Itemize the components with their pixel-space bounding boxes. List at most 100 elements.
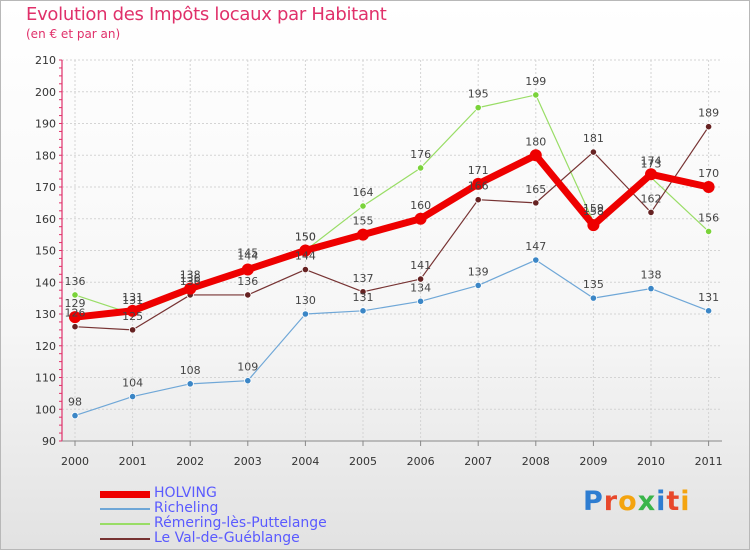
data-label: 199 bbox=[525, 75, 546, 88]
data-label: 138 bbox=[641, 269, 662, 282]
logo-letter: i bbox=[656, 486, 667, 517]
series-line-0 bbox=[71, 151, 713, 321]
data-point bbox=[357, 228, 369, 241]
x-tick-label: 2011 bbox=[695, 455, 723, 468]
data-point bbox=[184, 282, 197, 295]
data-label: 164 bbox=[353, 186, 374, 199]
data-label: 173 bbox=[641, 157, 662, 170]
data-point bbox=[472, 177, 485, 190]
x-tick-label: 2003 bbox=[234, 455, 262, 468]
data-label: 165 bbox=[525, 183, 546, 196]
data-label: 159 bbox=[583, 202, 604, 215]
data-point bbox=[589, 148, 598, 156]
y-tick-label: 150 bbox=[35, 245, 56, 258]
data-label: 171 bbox=[468, 164, 489, 177]
y-tick-label: 180 bbox=[35, 149, 56, 162]
y-tick-label: 200 bbox=[35, 86, 56, 99]
legend-swatch-val-de-gueblange bbox=[100, 538, 150, 540]
data-label: 145 bbox=[237, 246, 258, 259]
data-label: 131 bbox=[122, 294, 143, 307]
y-tick-label: 110 bbox=[35, 372, 56, 385]
y-tick-label: 160 bbox=[35, 213, 56, 226]
y-tick-label: 210 bbox=[35, 54, 56, 67]
data-point bbox=[647, 284, 655, 293]
legend-swatch-richeling bbox=[100, 508, 150, 510]
legend-item-richeling[interactable]: Richeling bbox=[100, 500, 400, 517]
data-label: 131 bbox=[353, 291, 374, 304]
data-point bbox=[71, 411, 79, 420]
data-label: 158 bbox=[583, 205, 604, 218]
data-label: 144 bbox=[237, 250, 258, 263]
data-label: 134 bbox=[410, 281, 431, 294]
data-label: 195 bbox=[468, 88, 489, 101]
series-lines bbox=[69, 91, 715, 420]
data-label: 131 bbox=[122, 291, 143, 304]
legend-swatch-remering bbox=[100, 523, 150, 525]
data-label: 125 bbox=[122, 310, 143, 323]
legend-label-val-de-gueblange: Le Val-de-Guéblange bbox=[154, 530, 300, 546]
data-point bbox=[71, 291, 79, 299]
x-tick-label: 2008 bbox=[522, 455, 550, 468]
y-tick-label: 100 bbox=[35, 403, 56, 416]
data-point bbox=[529, 149, 542, 162]
data-label: 126 bbox=[65, 307, 86, 320]
data-point bbox=[69, 311, 81, 324]
data-point bbox=[416, 297, 425, 305]
data-point bbox=[186, 380, 194, 388]
data-point bbox=[474, 281, 482, 290]
data-point bbox=[244, 377, 252, 385]
data-point bbox=[129, 326, 137, 334]
data-point bbox=[704, 227, 713, 236]
legend-item-holving[interactable]: HOLVING bbox=[100, 485, 400, 502]
y-tick-label: 90 bbox=[42, 435, 56, 448]
data-label: 141 bbox=[410, 259, 431, 272]
data-label: 147 bbox=[525, 240, 546, 253]
legend-item-remering[interactable]: Rémering-lès-Puttelange bbox=[100, 515, 400, 532]
data-point bbox=[241, 263, 254, 276]
data-label: 136 bbox=[237, 275, 258, 288]
data-label: 136 bbox=[180, 272, 201, 285]
x-tick-label: 2006 bbox=[407, 455, 435, 468]
data-point bbox=[702, 181, 715, 193]
data-point bbox=[704, 307, 713, 315]
logo-letter: P bbox=[583, 486, 604, 517]
data-point bbox=[244, 291, 252, 299]
logo-letter: r bbox=[603, 486, 619, 517]
legend-item-val-de-gueblange[interactable]: Le Val-de-Guéblange bbox=[100, 530, 400, 547]
axes: 90 100 110 120 130 140 150 160 170 180 190 200 210 20… bbox=[35, 54, 723, 468]
data-label: 189 bbox=[698, 107, 719, 120]
x-tick-label: 2005 bbox=[349, 455, 377, 468]
grid-lines bbox=[62, 59, 722, 442]
proxiti-logo: Proxiti bbox=[583, 486, 691, 517]
x-tick-label: 2001 bbox=[119, 455, 147, 468]
legend-label-holving: HOLVING bbox=[154, 485, 217, 501]
data-label: 170 bbox=[698, 167, 719, 180]
data-label: 136 bbox=[180, 275, 201, 288]
data-point bbox=[359, 307, 367, 315]
x-tick-label: 2007 bbox=[464, 455, 492, 468]
data-label: 130 bbox=[295, 294, 316, 307]
data-label: 162 bbox=[641, 192, 662, 205]
data-point bbox=[647, 208, 655, 216]
data-label: 136 bbox=[65, 275, 86, 288]
series-line-1 bbox=[74, 259, 710, 417]
x-tick-label: 2004 bbox=[291, 455, 319, 468]
data-label: 137 bbox=[353, 272, 374, 285]
data-label: 176 bbox=[410, 148, 431, 161]
data-point bbox=[129, 392, 137, 401]
y-tick-label: 120 bbox=[35, 340, 56, 353]
data-point bbox=[126, 304, 139, 317]
logo-letter: x bbox=[637, 486, 657, 517]
x-tick-label: 2010 bbox=[637, 455, 665, 468]
data-labels: 129 131 138 144 150 155 160 171 180 158 174 170 98 10… bbox=[65, 75, 720, 409]
data-label: 135 bbox=[583, 278, 604, 291]
data-point bbox=[587, 219, 600, 232]
y-tick-label: 140 bbox=[35, 276, 56, 289]
x-tick-label: 2002 bbox=[176, 455, 204, 468]
data-label: 156 bbox=[698, 211, 719, 224]
data-label: 98 bbox=[68, 396, 82, 409]
data-label: 129 bbox=[65, 297, 86, 310]
chart-subtitle: (en € et par an) bbox=[26, 27, 121, 41]
data-label: 155 bbox=[353, 215, 374, 228]
